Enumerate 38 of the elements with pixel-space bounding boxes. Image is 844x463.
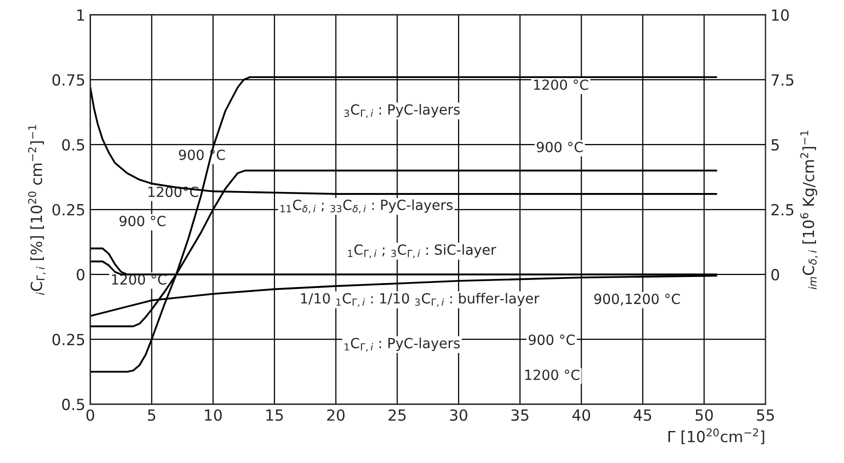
x-axis-title: Γ [10$^{20}$cm$^{−2}$]	[668, 428, 764, 444]
annotation: $_{1}$C$_{Γ,i}$ : PyC-layers	[344, 338, 460, 352]
y-tick-label: 1	[77, 9, 84, 21]
annotation: 900 °C	[536, 142, 583, 152]
y-tick-label: 0.25	[52, 334, 84, 346]
x-tick-label: 50	[696, 409, 713, 421]
x-tick-label: 0	[86, 409, 94, 421]
x-tick-label: 10	[205, 409, 222, 421]
x-tick-label: 55	[756, 410, 774, 421]
x-tick-label: 35	[511, 409, 528, 421]
annotation: 900 °C	[120, 216, 166, 226]
x-tick-label: 40	[572, 409, 590, 421]
annotation: 900,1200 °C	[594, 294, 680, 306]
y2-tick-label: 5	[772, 139, 779, 151]
y-tick-label: 0.25	[52, 204, 84, 216]
y-tick-label: 0.5	[62, 398, 84, 410]
text: 1/10 $_{1}$C$_{Γ,i}$ : 1/10 $_{3}$C$_{Γ,i}$ : buffer-layer	[301, 292, 540, 307]
x-tick-label: 30	[450, 409, 468, 421]
y2-tick-label: 10	[772, 9, 789, 21]
y2-tick-label: 0	[771, 268, 780, 280]
y-tick-label: 0.75	[52, 74, 84, 86]
annotation: 1200 °C	[534, 79, 588, 90]
x-tick-label: 15	[266, 410, 283, 421]
text: $_{i}$C$_{Γ,i}$ [%] [10$^{20}$ cm$^{−2}$]$^{−1}$	[28, 125, 46, 295]
x-tick-label: 5	[148, 410, 156, 421]
annotation: 900 °C	[528, 334, 575, 346]
text: $_{im}$C$_{δ,i}$ [10$^{6}$ Kg/cm$^{2}$]$^{−1}$	[800, 130, 818, 290]
y-tick-label: 0.5	[62, 139, 84, 151]
annotation: $_{3}$C$_{Γ,i}$ : PyC-layers	[344, 104, 460, 118]
annotation: $_{1}$C$_{Γ,i}$ ; $_{3}$C$_{Γ,i}$ : SiC-layer	[348, 244, 496, 258]
x-tick-label: 45	[634, 410, 652, 421]
y-tick-label: 0	[76, 268, 84, 280]
x-tick-label: 20	[327, 409, 345, 421]
y2-tick-label: 7.5	[772, 74, 794, 86]
annotation: $_{11}$C$_{δ,i}$ ; $_{33}$C$_{δ,i}$ : PyC-layers	[280, 199, 453, 214]
y2-tick-label: 2.5	[771, 204, 794, 216]
x-tick-label: 25	[388, 409, 406, 421]
annotation: 1200 °C	[525, 370, 580, 380]
